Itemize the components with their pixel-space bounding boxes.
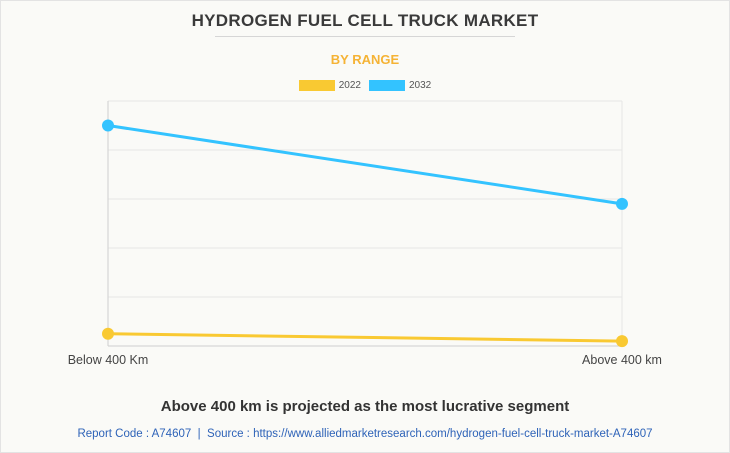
report-code: Report Code : A74607 — [77, 428, 192, 440]
legend-swatch-2022 — [298, 80, 335, 91]
x-tick-label-0: Below 400 Km — [68, 353, 149, 367]
source-separator: | — [197, 428, 201, 440]
legend-label-2032: 2032 — [409, 80, 432, 91]
legend-item-2032[interactable]: 2032 — [369, 80, 431, 91]
legend: 2022 2032 — [0, 80, 730, 91]
legend-item-2022[interactable]: 2022 — [298, 80, 361, 91]
source-line: Report Code : A74607 | Source : https://… — [0, 428, 730, 440]
title-divider — [215, 36, 515, 37]
legend-swatch-2032 — [369, 80, 405, 91]
legend-label-2022: 2022 — [338, 80, 361, 91]
label-layer: Below 400 Km Above 400 km — [68, 353, 662, 367]
series-line-2032 — [107, 124, 623, 206]
data-point-2032-1[interactable] — [616, 197, 628, 210]
data-point-2022-1[interactable] — [616, 335, 628, 348]
source-link[interactable]: Source : https://www.alliedmarketresearc… — [207, 428, 653, 440]
series-layer — [102, 119, 628, 348]
data-point-2032-0[interactable] — [102, 119, 114, 132]
chart-caption: Above 400 km is projected as the most lu… — [160, 398, 570, 415]
data-point-2022-0[interactable] — [102, 327, 114, 340]
chart-subtitle: BY RANGE — [330, 52, 400, 67]
grid-layer — [107, 100, 623, 347]
x-tick-label-1: Above 400 km — [582, 353, 662, 367]
chart-title: HYDROGEN FUEL CELL TRUCK MARKET — [191, 11, 539, 30]
series-line-2022 — [107, 332, 623, 343]
